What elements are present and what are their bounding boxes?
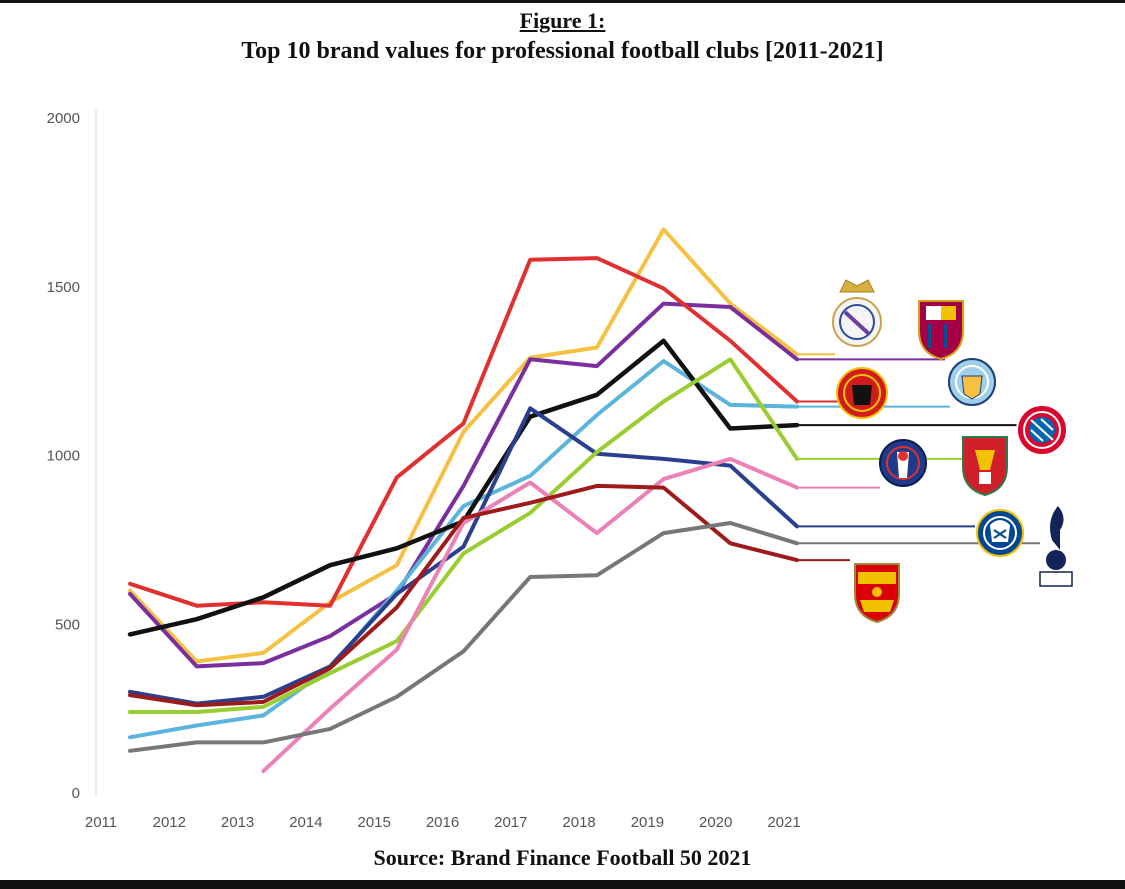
series-line-tottenham: [128, 521, 799, 753]
series-line-fc-barcelona: [128, 301, 799, 669]
chelsea-crest-icon: [976, 509, 1024, 557]
real-madrid-crest-icon: [832, 279, 882, 347]
arsenal-crest-icon: [854, 563, 900, 624]
series-lines: [127, 227, 800, 774]
x-tick-label: 2017: [494, 814, 527, 831]
x-tick-label: 2020: [699, 814, 732, 831]
y-tick-label: 500: [55, 616, 80, 633]
x-tick-label: 2018: [562, 814, 595, 831]
figure-title: Top 10 brand values for professional foo…: [241, 38, 884, 64]
series-line-psg: [128, 406, 799, 706]
manchester-city-crest-icon: [948, 358, 996, 406]
figure-source: Source: Brand Finance Football 50 2021: [373, 845, 752, 870]
x-tick-label: 2014: [289, 814, 322, 831]
y-tick-label: 1500: [47, 279, 80, 296]
y-tick-label: 2000: [47, 110, 80, 127]
frame-bottom-border: [0, 880, 1125, 889]
x-tick-label: 2016: [426, 814, 459, 831]
manchester-united-crest-icon: [836, 367, 888, 419]
x-tick-label: 2019: [631, 814, 664, 831]
series-line-chelsea: [261, 456, 799, 774]
x-tick-label: 2015: [358, 814, 391, 831]
frame-top-border: [0, 0, 1125, 3]
club-logos: [832, 279, 1073, 624]
x-tick-label: 2013: [221, 814, 254, 831]
psg-crest-icon: [879, 439, 927, 487]
logo-leader-lines: [797, 353, 1040, 562]
series-line-manchester-city: [128, 359, 799, 740]
figure-label: Figure 1:: [519, 8, 606, 33]
liverpool-crest-icon: [962, 436, 1008, 497]
series-line-real-madrid: [128, 227, 799, 664]
series-line-arsenal: [128, 483, 799, 708]
y-tick-label: 0: [72, 785, 80, 802]
y-tick-labels: 0 500 1000 1500 2000: [47, 110, 80, 802]
fc-barcelona-crest-icon: [918, 300, 964, 361]
y-tick-label: 1000: [47, 448, 80, 465]
x-tick-label: 2021: [767, 814, 800, 831]
x-tick-label: 2011: [85, 814, 117, 831]
bayern-munich-crest-icon: [1016, 404, 1068, 456]
x-tick-labels: 2011 2012 2013 2014 2015 2016 2017 2018 2019 2020…: [85, 814, 801, 831]
tottenham-crest-icon: [1039, 506, 1073, 587]
series-line-liverpool: [128, 357, 799, 714]
x-tick-label: 2012: [153, 814, 186, 831]
